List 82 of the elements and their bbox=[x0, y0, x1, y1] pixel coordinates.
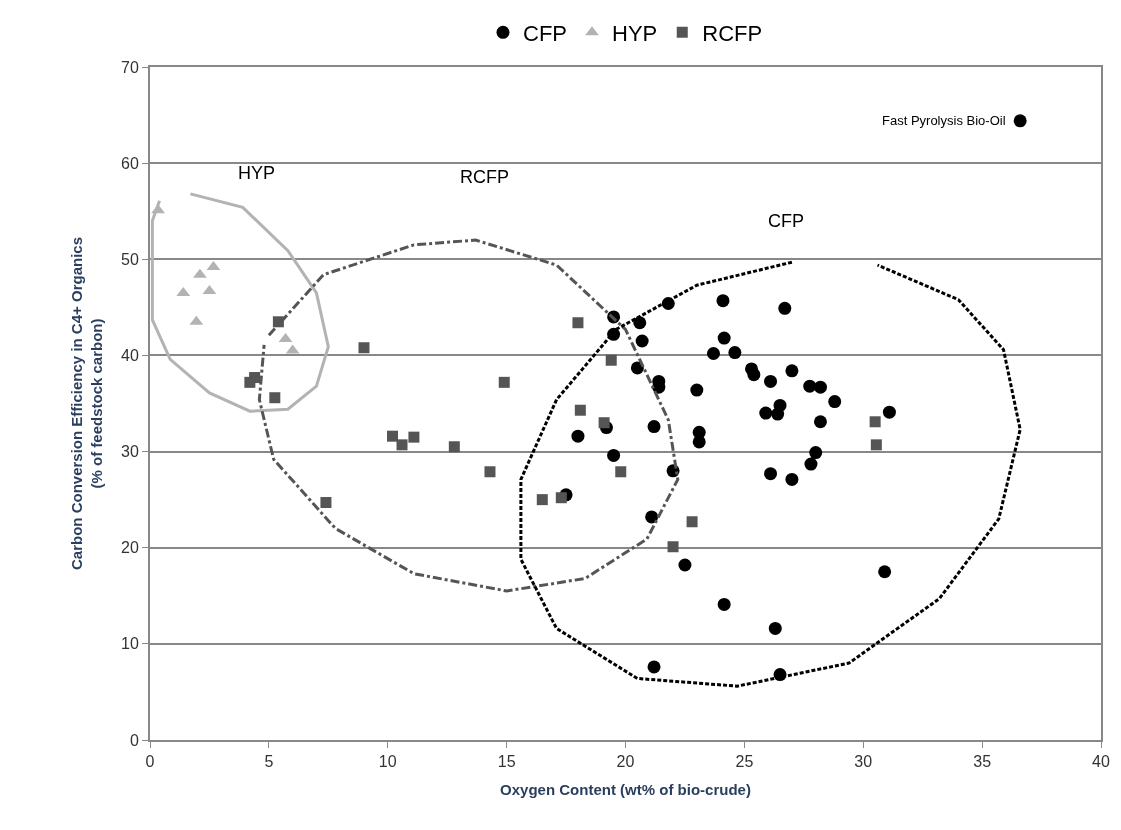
point bbox=[555, 492, 567, 504]
point bbox=[803, 379, 817, 393]
point bbox=[768, 621, 782, 635]
x-tick-label: 35 bbox=[973, 753, 992, 771]
x-tick-label: 30 bbox=[854, 753, 873, 771]
legend-label: RCFP bbox=[702, 20, 763, 46]
x-axis-title: Oxygen Content (wt% of bio-crude) bbox=[500, 780, 751, 798]
y-tick-label: 40 bbox=[121, 347, 139, 365]
y-axis-title: Carbon Conversion Efficiency in C4+ Organics (% of feedstock carbon) bbox=[68, 236, 105, 571]
x-tick-label: 0 bbox=[145, 753, 155, 771]
point bbox=[396, 439, 408, 451]
point bbox=[716, 294, 730, 308]
annotation: CFP bbox=[768, 211, 804, 231]
point bbox=[1013, 114, 1027, 128]
point bbox=[387, 430, 398, 442]
point bbox=[572, 317, 584, 329]
point bbox=[678, 558, 692, 572]
point bbox=[647, 660, 661, 674]
point bbox=[408, 431, 420, 443]
point bbox=[813, 380, 827, 394]
point bbox=[759, 406, 773, 420]
y-tick-label: 10 bbox=[121, 635, 139, 653]
y-tick-label: 0 bbox=[129, 731, 139, 749]
point bbox=[771, 407, 785, 421]
point bbox=[598, 417, 610, 429]
point bbox=[706, 347, 720, 360]
point bbox=[647, 420, 661, 434]
point bbox=[869, 416, 881, 428]
annotation: Fast Pyrolysis Bio-Oil bbox=[882, 113, 1006, 128]
x-tick-label: 5 bbox=[264, 753, 274, 771]
point bbox=[571, 429, 585, 443]
y-tick-label: 60 bbox=[121, 154, 139, 172]
annotation: HYP bbox=[238, 163, 276, 183]
point bbox=[785, 364, 799, 378]
y-tick-label: 70 bbox=[121, 58, 139, 76]
point bbox=[269, 392, 281, 404]
x-tick-label: 40 bbox=[1092, 753, 1110, 771]
y-tick-label: 20 bbox=[121, 539, 139, 557]
point bbox=[320, 497, 332, 509]
line-series bbox=[519, 260, 1022, 688]
point bbox=[747, 368, 761, 382]
y-tick-label: 30 bbox=[121, 443, 139, 461]
point bbox=[870, 439, 882, 451]
point bbox=[785, 472, 799, 486]
point bbox=[692, 435, 706, 449]
point bbox=[804, 457, 818, 471]
legend-label: HYP bbox=[612, 20, 658, 46]
x-tick-label: 25 bbox=[735, 753, 754, 771]
point bbox=[498, 376, 510, 388]
point bbox=[448, 441, 460, 453]
point bbox=[484, 466, 496, 478]
x-tick-label: 20 bbox=[616, 753, 635, 771]
point bbox=[882, 405, 896, 419]
point bbox=[605, 354, 617, 366]
point bbox=[813, 415, 827, 429]
annotation: RCFP bbox=[460, 167, 509, 187]
point bbox=[193, 268, 207, 278]
point bbox=[728, 346, 742, 360]
point bbox=[764, 467, 778, 481]
point bbox=[828, 395, 842, 409]
y-tick-label: 50 bbox=[121, 250, 139, 268]
point bbox=[607, 448, 621, 462]
point bbox=[717, 331, 731, 345]
point bbox=[878, 565, 892, 579]
point bbox=[244, 376, 256, 388]
point bbox=[536, 494, 548, 506]
point bbox=[809, 446, 823, 460]
point bbox=[778, 301, 792, 315]
point bbox=[717, 597, 731, 611]
line-series bbox=[150, 192, 330, 413]
point bbox=[574, 404, 586, 416]
x-tick-label: 15 bbox=[497, 753, 516, 771]
point bbox=[764, 374, 778, 388]
x-tick-label: 10 bbox=[378, 753, 397, 771]
point bbox=[635, 334, 649, 348]
point bbox=[686, 516, 698, 528]
point bbox=[615, 466, 627, 478]
point bbox=[358, 342, 370, 354]
point bbox=[645, 510, 659, 524]
point bbox=[667, 541, 679, 553]
point bbox=[690, 383, 704, 397]
legend-label: CFP bbox=[523, 20, 567, 46]
